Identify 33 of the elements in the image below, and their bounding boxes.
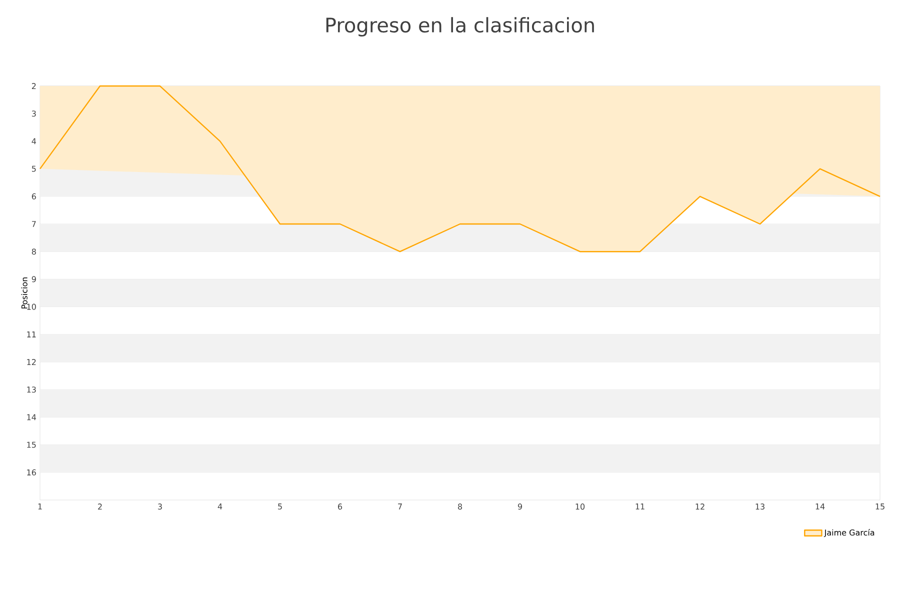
y-tick-label: 14 [27,414,36,420]
x-tick-label: 12 [696,504,704,510]
x-tick-label: 9 [518,504,522,510]
x-tick-label: 1 [38,504,42,510]
y-tick-label: 13 [27,386,36,393]
x-tick-label: 6 [338,504,342,510]
y-tick-label: 4 [32,138,36,144]
legend-label: Jaime García [824,529,874,538]
y-tick-label: 7 [32,221,36,227]
y-tick-label: 10 [27,304,36,310]
x-tick-label: 14 [816,504,825,510]
y-tick-label: 16 [27,469,36,476]
x-tick-label: 15 [876,504,884,510]
x-tick-label: 4 [218,504,222,510]
y-tick-label: 8 [32,248,36,255]
y-tick-label: 15 [27,442,36,448]
x-tick-label: 2 [98,504,102,510]
x-tick-label: 3 [158,504,162,510]
y-tick-label: 2 [32,83,36,89]
y-axis-title: Posicion [21,277,28,308]
y-tick-label: 11 [27,331,36,338]
x-tick-label: 13 [756,504,764,510]
x-tick-label: 10 [576,504,585,510]
y-tick-label: 5 [32,166,36,172]
y-tick-label: 3 [32,110,36,117]
x-tick-label: 11 [636,504,644,510]
x-tick-label: 8 [458,504,462,510]
chart-title: Progreso en la clasificacion [326,17,594,36]
y-tick-label: 9 [32,276,36,282]
x-tick-label: 5 [278,504,282,510]
x-tick-label: 7 [398,504,402,510]
y-tick-label: 12 [27,359,36,365]
y-tick-label: 6 [32,193,36,200]
